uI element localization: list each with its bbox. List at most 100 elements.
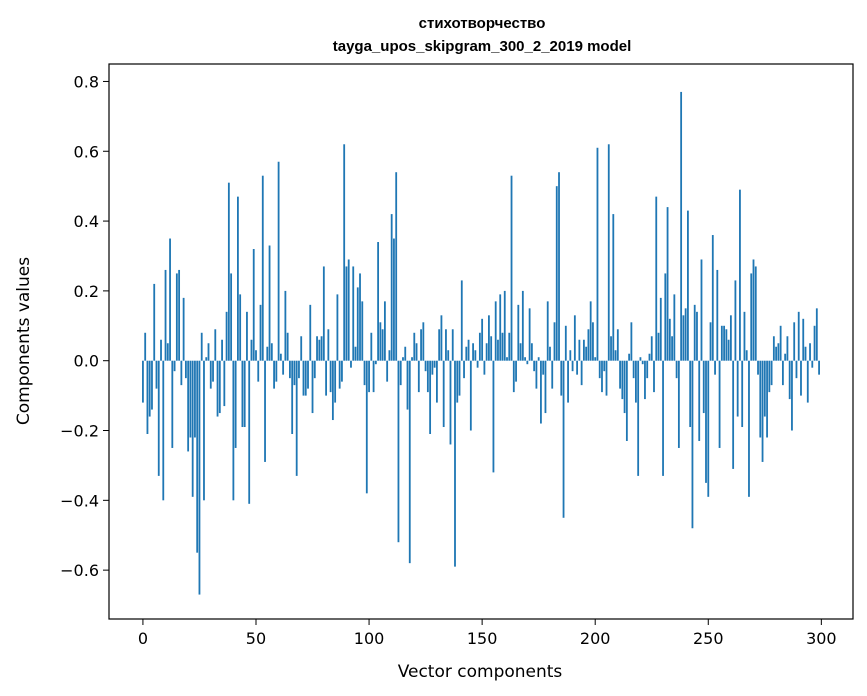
bar-component-46: [246, 311, 248, 361]
bar-component-225: [650, 336, 653, 361]
bar-component-109: [388, 350, 391, 361]
y-tick-label: 0.4: [74, 212, 99, 231]
bar-component-29: [207, 343, 210, 361]
bar-component-205: [605, 360, 608, 396]
bar-component-52: [259, 304, 262, 361]
bar-component-259: [727, 339, 730, 361]
bar-component-63: [284, 290, 287, 361]
bar-component-43: [239, 294, 242, 361]
bar-component-8: [160, 339, 162, 361]
bar-component-255: [718, 360, 721, 448]
bar-component-5: [153, 283, 156, 361]
bar-component-106: [381, 329, 384, 361]
bar-component-97: [361, 301, 364, 361]
bar-component-27: [203, 360, 205, 501]
bar-component-266: [743, 311, 746, 361]
bar-component-98: [363, 360, 366, 386]
bar-component-182: [553, 322, 556, 361]
bar-component-90: [345, 266, 348, 361]
bar-component-110: [390, 214, 393, 361]
bar-component-82: [327, 329, 330, 361]
bar-component-290: [797, 311, 800, 361]
bar-component-23: [194, 360, 196, 438]
bar-component-243: [691, 360, 694, 529]
x-tick-label: 150: [467, 629, 498, 648]
bar-component-41: [234, 360, 237, 448]
bar-component-201: [596, 147, 599, 361]
bar-component-263: [736, 360, 739, 417]
bar-component-68: [295, 360, 298, 476]
bar-component-87: [338, 360, 341, 389]
bar-component-100: [368, 360, 370, 393]
bar-component-25: [198, 360, 201, 595]
bar-component-32: [214, 329, 217, 361]
bar-component-14: [173, 360, 176, 372]
bar-component-105: [379, 322, 382, 361]
bar-component-206: [607, 144, 610, 361]
bar-component-188: [567, 360, 569, 403]
bar-component-40: [232, 360, 235, 501]
bar-component-236: [675, 360, 678, 379]
bar-component-67: [293, 360, 296, 386]
bar-component-96: [359, 273, 361, 361]
bar-component-122: [417, 360, 420, 393]
bar-component-154: [490, 336, 493, 361]
bar-component-149: [478, 332, 481, 361]
bar-component-180: [549, 346, 551, 361]
bar-component-45: [243, 360, 246, 428]
bar-component-253: [714, 360, 716, 375]
bar-component-138: [454, 360, 456, 567]
bar-component-161: [506, 357, 508, 361]
bar-component-136: [449, 360, 452, 445]
bar-component-30: [209, 360, 212, 389]
bar-component-84: [331, 360, 334, 421]
bar-component-62: [282, 360, 285, 375]
bar-component-179: [546, 301, 549, 361]
bar-component-242: [689, 360, 692, 428]
bar-component-17: [180, 360, 183, 386]
bar-component-126: [426, 360, 429, 393]
bar-component-217: [632, 360, 635, 379]
bar-component-280: [775, 346, 778, 361]
bar-component-26: [200, 332, 203, 361]
x-tick-label: 250: [693, 629, 724, 648]
bar-component-121: [415, 343, 418, 361]
bar-component-129: [433, 360, 436, 368]
bar-component-57: [270, 343, 273, 361]
bar-component-293: [804, 346, 807, 361]
bar-component-123: [420, 329, 422, 361]
bar-component-177: [542, 360, 545, 375]
bar-component-86: [336, 294, 339, 361]
bar-component-216: [630, 322, 633, 361]
bar-component-18: [182, 297, 185, 361]
bar-component-209: [614, 350, 617, 361]
bar-component-235: [673, 294, 676, 361]
bar-component-72: [304, 360, 307, 396]
bar-component-42: [237, 196, 239, 361]
bar-component-48: [250, 339, 253, 361]
bar-component-208: [612, 214, 615, 361]
bar-component-264: [739, 189, 741, 361]
bar-component-108: [386, 360, 389, 382]
bar-component-195: [582, 339, 585, 361]
bar-component-269: [750, 273, 753, 361]
bar-component-169: [524, 357, 526, 361]
bar-component-261: [732, 360, 735, 469]
bar-component-130: [436, 360, 438, 403]
bar-component-193: [578, 339, 581, 361]
bar-component-61: [279, 353, 282, 361]
bar-component-212: [621, 360, 624, 400]
bar-component-200: [594, 357, 597, 361]
y-axis-ticks: −0.6 −0.4 −0.2 0.0 0.2 0.4 0.6 0.8: [60, 72, 109, 580]
bar-component-120: [413, 332, 416, 361]
bar-component-38: [227, 182, 230, 361]
bar-component-186: [562, 360, 565, 518]
bar-component-289: [795, 360, 798, 379]
bar-component-83: [329, 360, 332, 393]
bar-component-170: [526, 360, 529, 365]
y-tick-label: 0.0: [74, 352, 99, 371]
bar-component-53: [261, 175, 264, 361]
bar-component-3: [148, 360, 151, 417]
bar-component-233: [668, 318, 671, 361]
